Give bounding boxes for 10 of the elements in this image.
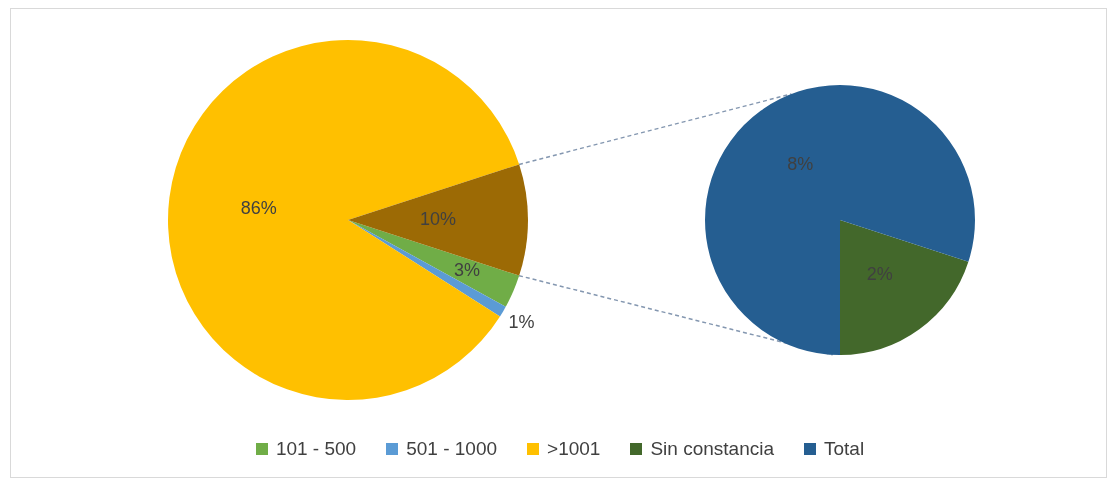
data-label: 10% [419,208,457,229]
data-label: 86% [240,197,277,218]
legend-label: >1001 [547,438,601,460]
legend-label: Sin constancia [650,438,774,460]
legend-label: 101 - 500 [275,438,357,460]
legend-label: 501 - 1000 [406,438,498,460]
data-label: 1% [508,311,535,332]
data-label: 8% [787,154,814,175]
legend-label: Total [823,438,865,460]
data-label: 3% [453,260,480,281]
